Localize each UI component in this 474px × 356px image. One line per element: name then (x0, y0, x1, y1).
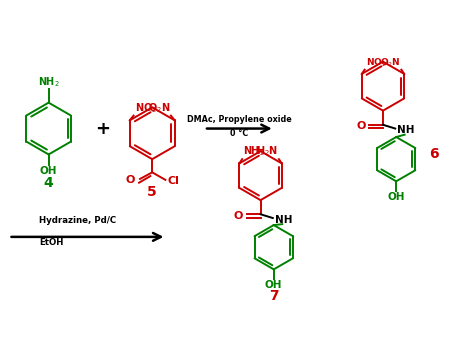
Text: Cl: Cl (167, 176, 179, 186)
Text: 6: 6 (429, 147, 438, 162)
Text: 4: 4 (44, 176, 54, 190)
Text: O: O (356, 121, 365, 131)
Text: H$_2$N: H$_2$N (256, 145, 278, 158)
Text: EtOH: EtOH (39, 238, 64, 247)
Text: 0 °C: 0 °C (230, 130, 248, 138)
Text: NO$_2$: NO$_2$ (365, 57, 386, 69)
Text: 7: 7 (269, 289, 279, 303)
Text: O$_2$N: O$_2$N (147, 101, 170, 115)
Text: +: + (95, 120, 110, 137)
Text: Hydrazine, Pd/C: Hydrazine, Pd/C (39, 216, 116, 225)
Text: O: O (234, 211, 243, 221)
Text: 5: 5 (147, 185, 157, 199)
Text: NO$_2$: NO$_2$ (135, 101, 156, 115)
Text: O: O (126, 175, 135, 185)
Text: OH: OH (265, 280, 283, 290)
Text: O$_2$N: O$_2$N (380, 57, 401, 69)
Text: NH: NH (397, 125, 415, 135)
Text: OH: OH (40, 166, 57, 176)
Text: NH$_2$: NH$_2$ (243, 145, 265, 158)
Text: NH: NH (274, 215, 292, 225)
Text: DMAc, Propylene oxide: DMAc, Propylene oxide (187, 115, 292, 124)
Text: OH: OH (387, 192, 405, 201)
Text: NH$_2$: NH$_2$ (38, 75, 59, 89)
